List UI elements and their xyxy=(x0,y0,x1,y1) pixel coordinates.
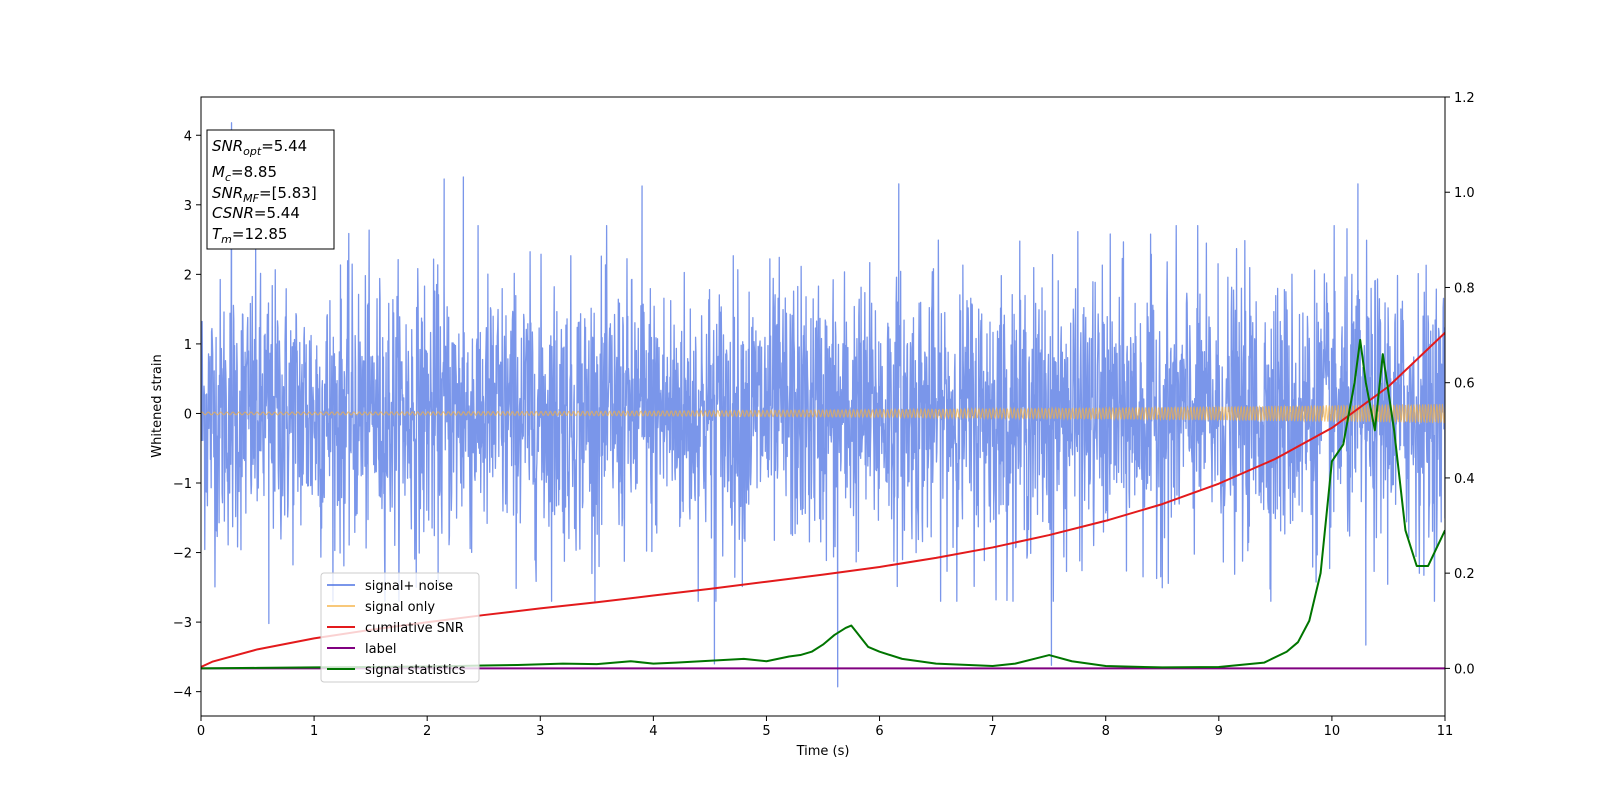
info-csnr: CSNR=5.44 xyxy=(212,204,300,222)
x-tick-label: 4 xyxy=(649,724,657,739)
info-box: SNRopt=5.44 Mc=8.85 SNRMF=[5.83] CSNR=5.… xyxy=(206,129,335,250)
info-tm: Tm=12.85 xyxy=(212,225,287,246)
y2-tick-label: 0.0 xyxy=(1454,662,1475,677)
y-axis-label: Whitened strain xyxy=(150,354,165,457)
y2-tick-label: 0.4 xyxy=(1454,472,1475,487)
y2-tick-label: 1.2 xyxy=(1454,91,1475,106)
x-tick-label: 1 xyxy=(310,724,318,739)
y-tick-label: −4 xyxy=(173,686,192,701)
x-tick-label: 3 xyxy=(536,724,544,739)
x-tick-label: 11 xyxy=(1437,724,1454,739)
x-axis-label: Time (s) xyxy=(796,744,850,759)
x-tick-label: 2 xyxy=(423,724,431,739)
y-tick-label: −2 xyxy=(173,547,192,562)
y-tick-label: −3 xyxy=(173,616,192,631)
plot-frame xyxy=(200,96,1446,717)
legend-label-signal-noise: signal+ noise xyxy=(365,579,453,594)
x-tick-label: 9 xyxy=(1215,724,1223,739)
info-mc: Mc=8.85 xyxy=(212,163,277,184)
legend-label-signal-only: signal only xyxy=(365,600,435,615)
y2-tick-label: 0.6 xyxy=(1454,377,1475,392)
series-signal-noise-line xyxy=(201,122,1445,688)
y2-tick-label: 0.8 xyxy=(1454,281,1475,296)
legend-label-label: label xyxy=(365,642,396,657)
info-snr-opt: SNRopt=5.44 xyxy=(212,137,307,158)
y2-tick-label: 1.0 xyxy=(1454,186,1475,201)
legend: signal+ noise signal only cumilative SNR… xyxy=(320,572,480,683)
info-box-frame xyxy=(206,129,335,250)
legend-label-cumulative-snr: cumilative SNR xyxy=(365,621,464,636)
x-tick-label: 8 xyxy=(1102,724,1110,739)
series-signal-statistics-line xyxy=(201,338,1445,670)
y-tick-label: 1 xyxy=(184,338,192,353)
info-snr-mf: SNRMF=[5.83] xyxy=(212,184,317,205)
legend-frame xyxy=(320,572,480,683)
x-tick-label: 0 xyxy=(197,724,205,739)
x-tick-label: 6 xyxy=(875,724,883,739)
legend-label-signal-statistics: signal statistics xyxy=(365,663,466,678)
y2-tick-label: 0.2 xyxy=(1454,567,1475,582)
x-tick-label: 7 xyxy=(988,724,996,739)
y-tick-label: −1 xyxy=(173,477,192,492)
y-tick-label: 4 xyxy=(184,129,192,144)
series-signal-only-line xyxy=(201,403,1445,424)
x-tick-label: 10 xyxy=(1324,724,1341,739)
y-tick-label: 0 xyxy=(184,407,192,422)
y-tick-label: 3 xyxy=(184,199,192,214)
y-tick-label: 2 xyxy=(184,268,192,283)
x-tick-label: 5 xyxy=(762,724,770,739)
